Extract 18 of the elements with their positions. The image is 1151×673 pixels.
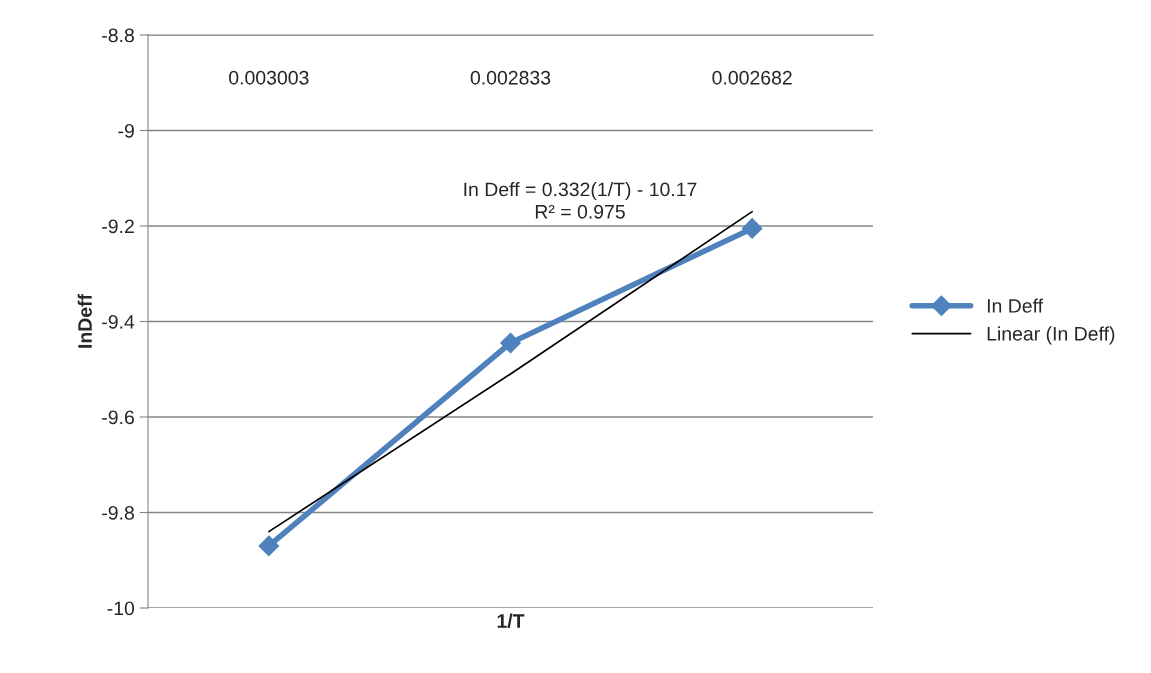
x-tick-label: 0.002833 [470,70,551,85]
point [500,332,521,354]
point [258,535,280,557]
x-tick-label: 0.003003 [229,70,309,85]
y-tick-label: -8.8 [102,28,134,43]
y-tick-label: -10 [107,601,135,616]
y-tick-label: -9 [118,123,134,138]
point [741,218,763,239]
annotation: In Deff = 0.332(1/T) - 10.17 R² = 0.975 [464,182,697,219]
y-axis-title: InDeff [77,293,92,348]
legend-label: Linear (In Deff) [987,326,1115,345]
y-tick-label: -9.8 [102,505,134,520]
x-axis-title: 1/T [497,613,525,629]
legend-label: In Deff [987,298,1044,313]
y-tick-label: -9.2 [102,219,134,234]
x-tick-label: 0.002682 [712,70,792,85]
y-tick-label: -9.4 [102,314,135,329]
y-tick-label: -9.6 [102,410,134,425]
